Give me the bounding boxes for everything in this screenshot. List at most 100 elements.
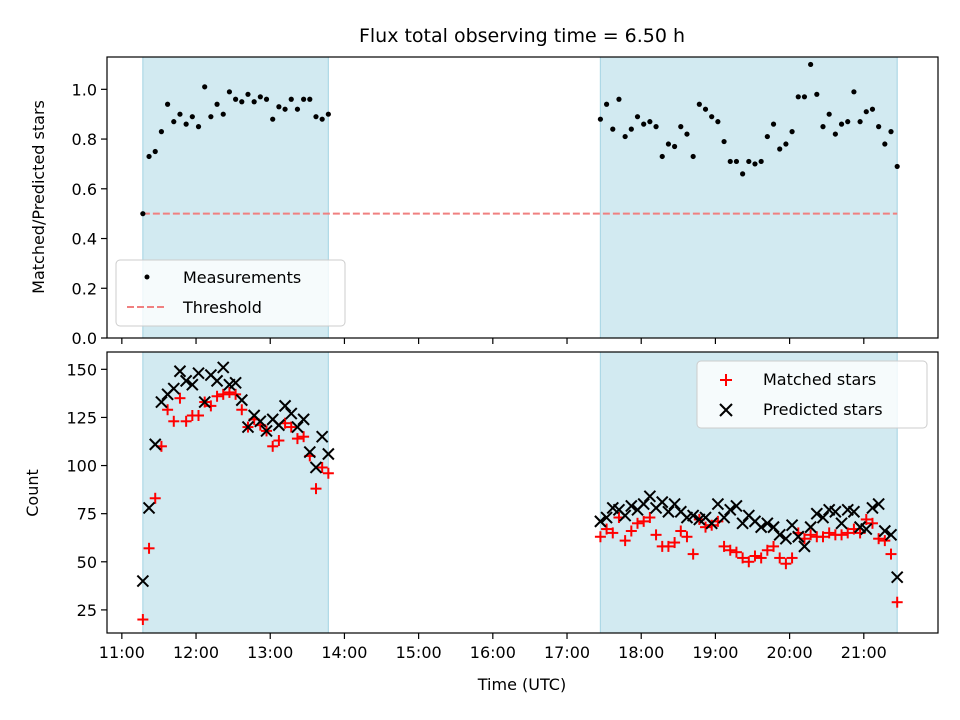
cross-stroke <box>779 532 793 545</box>
matched-star-point <box>860 513 872 525</box>
matched-star-point <box>774 552 786 564</box>
cross-stroke <box>810 507 824 520</box>
measurement-point <box>597 116 604 122</box>
cross-stroke <box>204 368 218 382</box>
cross-stroke <box>192 366 205 380</box>
y-tick-label: 0.8 <box>72 130 97 149</box>
measurement-point <box>233 96 239 102</box>
cross-stroke <box>754 520 768 534</box>
measurement-point <box>715 119 721 125</box>
y-tick-label: 75 <box>77 505 97 524</box>
x-tick-label: 19:00 <box>692 643 738 662</box>
predicted-star-point <box>594 515 607 528</box>
bottom-legend: Matched stars Predicted stars <box>696 360 928 429</box>
matched-star-point <box>891 596 903 608</box>
measurement-point <box>140 211 146 217</box>
y-tick-label: 25 <box>77 601 97 620</box>
cross-stroke <box>890 570 904 584</box>
x-tick-label: 21:00 <box>841 643 887 662</box>
predicted-star-point <box>810 507 824 520</box>
cross-stroke <box>618 509 632 522</box>
measurement-point <box>783 141 789 147</box>
measurement-point <box>882 141 888 147</box>
measurement-point <box>820 124 826 130</box>
predicted-star-point <box>686 509 700 522</box>
matched-star-point <box>285 421 297 433</box>
bottom-plot-frame <box>106 351 939 634</box>
predicted-star-point <box>835 517 848 530</box>
x-tick-label: 11:00 <box>99 643 145 662</box>
measurement-point <box>746 158 752 165</box>
measurement-point <box>251 99 257 105</box>
measurement-point <box>641 121 647 127</box>
measurement-point <box>628 126 634 132</box>
matched-star-point <box>143 542 155 554</box>
measurement-point <box>838 121 845 127</box>
measurement-point <box>220 111 226 117</box>
measurement-point <box>647 119 653 125</box>
predicted-star-point <box>229 376 242 390</box>
predicted-star-point <box>656 495 669 509</box>
measurement-point <box>301 96 307 102</box>
y-tick-label: 50 <box>77 553 97 572</box>
predicted-star-point <box>792 530 805 543</box>
cross-stroke <box>816 511 830 524</box>
measurement-point <box>288 96 294 102</box>
cross-stroke <box>822 503 836 517</box>
predicted-star-point <box>829 505 842 518</box>
measurement-point <box>684 131 690 137</box>
x-tick-label: 17:00 <box>544 643 590 662</box>
matched-star-point <box>749 550 761 562</box>
measurement-point <box>226 89 233 95</box>
measurement-point <box>263 96 270 102</box>
predicted-star-point <box>779 532 793 545</box>
predicted-star-point <box>278 399 292 413</box>
cross-stroke <box>785 519 799 532</box>
cross-stroke <box>217 361 230 374</box>
measurement-point <box>634 114 641 120</box>
matched-star-point <box>298 431 310 443</box>
cross-stroke <box>291 420 304 434</box>
measurement-point <box>752 161 758 167</box>
cross-stroke <box>656 495 669 509</box>
legend-measurements-marker <box>144 274 150 280</box>
matched-star-point <box>662 540 674 552</box>
measurements-series <box>140 61 900 217</box>
matched-star-point <box>310 483 322 495</box>
measurement-point <box>257 94 263 100</box>
cross-stroke <box>173 365 187 378</box>
measurement-point <box>758 158 764 165</box>
measurement-point <box>826 111 832 117</box>
predicted-star-point <box>322 447 335 461</box>
matched-star-point <box>137 614 149 626</box>
predicted-star-point <box>192 366 205 380</box>
cross-stroke <box>866 501 879 515</box>
cross-stroke <box>798 540 811 553</box>
cross-stroke <box>724 503 737 517</box>
matched-star-point <box>761 544 773 556</box>
measurement-point <box>152 148 158 155</box>
predicted-star-point <box>866 501 879 515</box>
matched-star-point <box>873 533 885 545</box>
matched-star-point <box>866 517 878 529</box>
matched-star-point <box>879 535 891 547</box>
predicted-star-point <box>890 570 904 584</box>
matched-star-point <box>230 388 242 400</box>
x-tick-label: 16:00 <box>470 643 516 662</box>
predicted-star-point <box>785 519 799 532</box>
cross-stroke <box>804 520 817 534</box>
top-y-axis-ticks: 0.0 0.2 0.4 0.6 0.8 1.0 <box>72 80 107 348</box>
predicted-star-point <box>167 382 180 395</box>
measurement-point <box>653 124 659 130</box>
cross-stroke <box>179 374 193 388</box>
measurement-point <box>245 91 251 97</box>
matched-star-point <box>823 527 835 539</box>
measurement-point <box>721 138 727 145</box>
x-tick-label: 18:00 <box>618 643 664 662</box>
cross-stroke <box>315 430 329 443</box>
cross-stroke <box>711 497 725 511</box>
cross-stroke <box>860 522 873 536</box>
matched-star-point <box>322 467 334 479</box>
cross-stroke <box>309 461 323 474</box>
predicted-star-point <box>618 509 632 522</box>
